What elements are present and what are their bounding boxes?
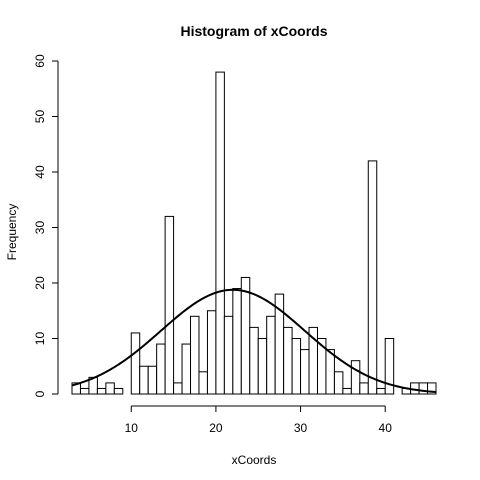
histogram-bar bbox=[130, 332, 141, 395]
x-tick-label: 20 bbox=[209, 421, 223, 435]
y-tick-label: 50 bbox=[33, 110, 47, 124]
histogram-bar bbox=[190, 315, 200, 395]
histogram-bar bbox=[427, 382, 437, 395]
histogram-bar bbox=[79, 387, 90, 395]
histogram-bar bbox=[266, 315, 276, 395]
x-tick-label: 30 bbox=[294, 421, 308, 435]
histogram-bar bbox=[173, 382, 183, 395]
histogram-bar bbox=[384, 338, 395, 395]
histogram-bar bbox=[181, 343, 192, 395]
histogram-bar bbox=[359, 382, 369, 395]
histogram-bar bbox=[257, 338, 268, 395]
histogram-bar bbox=[367, 160, 378, 395]
normal-density-curve bbox=[71, 288, 437, 394]
x-axis: 10 20 30 40 bbox=[125, 405, 393, 435]
y-axis: 0 10 20 30 40 50 60 bbox=[33, 54, 59, 397]
histogram-bar bbox=[232, 288, 242, 395]
histogram-bar bbox=[105, 382, 115, 395]
bars-group bbox=[71, 71, 437, 395]
y-tick-label: 40 bbox=[33, 165, 47, 179]
y-tick-label: 20 bbox=[33, 276, 47, 290]
x-tick-label: 10 bbox=[125, 421, 139, 435]
histogram-bar bbox=[240, 276, 251, 395]
histogram-bar bbox=[215, 71, 225, 395]
histogram-bar bbox=[96, 387, 107, 395]
y-axis-label: Frequency bbox=[5, 204, 19, 261]
histogram-bar bbox=[249, 326, 259, 395]
histogram-bar bbox=[198, 371, 208, 395]
y-tick-label: 60 bbox=[33, 54, 47, 68]
histogram-bar bbox=[342, 387, 352, 395]
y-tick-label: 30 bbox=[33, 221, 47, 235]
histogram-bar bbox=[223, 315, 234, 395]
histogram-bar bbox=[325, 349, 335, 395]
histogram-bar bbox=[164, 215, 175, 395]
y-tick-label: 0 bbox=[33, 390, 47, 397]
histogram-bar bbox=[376, 387, 386, 395]
histogram-bar bbox=[206, 310, 217, 395]
histogram-bar bbox=[113, 387, 124, 395]
y-tick-label: 10 bbox=[33, 332, 47, 346]
histogram-bar bbox=[300, 349, 310, 395]
x-axis-label: xCoords bbox=[232, 453, 277, 467]
chart-title: Histogram of xCoords bbox=[180, 23, 327, 39]
histogram-bar bbox=[418, 382, 429, 395]
histogram-bar bbox=[350, 360, 361, 395]
histogram-bar bbox=[291, 338, 302, 395]
histogram-bar bbox=[333, 371, 344, 395]
x-tick-label: 40 bbox=[379, 421, 393, 435]
histogram-bar bbox=[283, 326, 293, 395]
histogram-bar bbox=[156, 343, 166, 395]
histogram-bar bbox=[147, 365, 158, 395]
histogram-bar bbox=[139, 365, 149, 395]
